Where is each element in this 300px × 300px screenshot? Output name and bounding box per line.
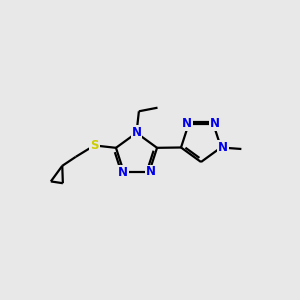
Text: N: N <box>118 166 128 179</box>
Text: N: N <box>131 126 142 139</box>
Text: N: N <box>210 117 220 130</box>
Text: N: N <box>182 117 192 130</box>
Text: N: N <box>218 141 228 154</box>
Text: S: S <box>90 139 99 152</box>
Text: N: N <box>146 166 156 178</box>
